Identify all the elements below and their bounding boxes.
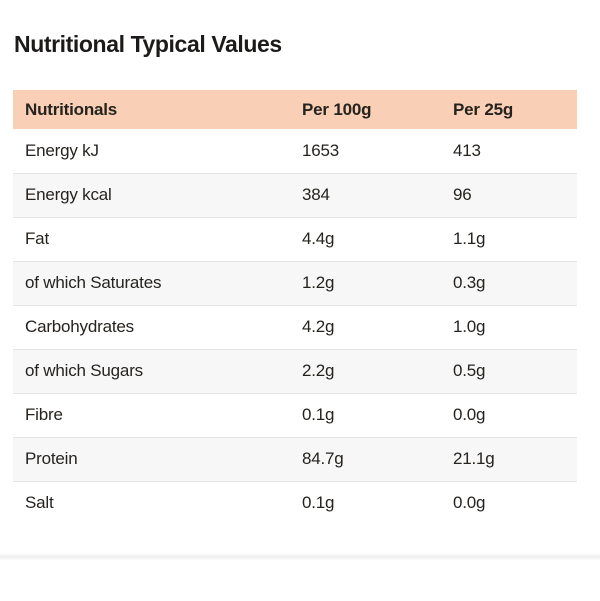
table-row: Energy kcal 384 96 (13, 173, 577, 217)
value-per-25g: 413 (453, 140, 481, 160)
value-per-25g: 0.0g (453, 493, 486, 513)
value-per-25g: 21.1g (453, 449, 495, 468)
table-header-row: Nutritionals Per 100g Per 25g (13, 90, 577, 129)
nutrient-label: of which Sugars (25, 361, 143, 380)
value-per-25g: 0.3g (453, 273, 486, 292)
value-per-100g: 0.1g (302, 493, 335, 513)
value-per-100g: 384 (302, 185, 330, 204)
nutrient-label: of which Saturates (25, 273, 162, 292)
table-row: Fibre 0.1g 0.0g (13, 393, 577, 437)
value-per-25g: 96 (453, 185, 472, 204)
section-divider (0, 553, 600, 560)
table-row: Protein 84.7g 21.1g (13, 437, 577, 481)
table-row: of which Saturates 1.2g 0.3g (13, 261, 577, 305)
nutrient-label: Salt (25, 493, 54, 513)
value-per-100g: 4.4g (302, 229, 335, 248)
table-row: Carbohydrates 4.2g 1.0g (13, 305, 577, 349)
table-row: Salt 0.1g 0.0g (13, 481, 577, 525)
table-row: of which Sugars 2.2g 0.5g (13, 349, 577, 393)
nutrient-label: Fibre (25, 405, 63, 424)
nutrition-table: Nutritionals Per 100g Per 25g Energy kJ 1… (13, 90, 577, 525)
value-per-100g: 1653 (302, 140, 340, 160)
value-per-100g: 4.2g (302, 317, 335, 336)
column-header-per-25g: Per 25g (453, 99, 514, 119)
nutrition-table-body: Energy kJ 1653 413 Energy kcal 384 96 Fat 4.4g 1… (13, 129, 577, 525)
section-title: Nutritional Typical Values (14, 31, 282, 57)
column-header-nutritionals: Nutritionals (25, 99, 118, 119)
value-per-25g: 1.1g (453, 229, 486, 248)
value-per-100g: 0.1g (302, 405, 335, 424)
nutrient-label: Energy kcal (25, 185, 112, 204)
nutrient-label: Protein (25, 449, 78, 468)
value-per-25g: 0.0g (453, 405, 486, 424)
table-row: Fat 4.4g 1.1g (13, 217, 577, 261)
nutrient-label: Carbohydrates (25, 317, 134, 336)
table-row: Energy kJ 1653 413 (13, 129, 577, 173)
value-per-25g: 0.5g (453, 361, 486, 380)
value-per-100g: 1.2g (302, 273, 335, 292)
value-per-100g: 2.2g (302, 361, 335, 380)
value-per-100g: 84.7g (302, 449, 344, 468)
nutrient-label: Fat (25, 229, 49, 248)
value-per-25g: 1.0g (453, 317, 486, 336)
column-header-per-100g: Per 100g (302, 99, 372, 119)
nutrient-label: Energy kJ (25, 140, 99, 160)
